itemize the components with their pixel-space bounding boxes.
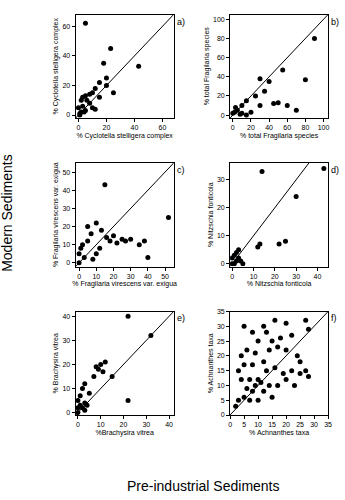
- svg-text:10: 10: [217, 382, 225, 389]
- svg-text:10: 10: [254, 421, 262, 428]
- svg-text:40: 40: [62, 313, 70, 320]
- svg-text:% Achnanthes taxa: % Achnanthes taxa: [249, 429, 309, 436]
- svg-text:% Cyclotella stelligera comple: % Cyclotella stelligera complex: [76, 132, 173, 140]
- svg-text:100: 100: [213, 16, 225, 23]
- svg-text:40: 40: [144, 273, 152, 280]
- svg-text:% Nitzschia fonticola: % Nitzschia fonticola: [207, 182, 214, 247]
- svg-text:d): d): [331, 165, 339, 175]
- svg-text:15: 15: [268, 421, 276, 428]
- svg-text:20: 20: [103, 124, 111, 131]
- svg-text:60: 60: [217, 54, 225, 61]
- svg-text:50: 50: [62, 169, 70, 176]
- svg-text:0: 0: [77, 273, 81, 280]
- svg-text:0: 0: [66, 111, 70, 118]
- svg-text:25: 25: [296, 421, 304, 428]
- svg-text:35: 35: [324, 421, 332, 428]
- svg-text:% Nitzschia fonticola: % Nitzschia fonticola: [247, 280, 312, 287]
- svg-text:20: 20: [217, 92, 225, 99]
- svg-text:35: 35: [217, 308, 225, 315]
- svg-text:40: 40: [165, 421, 173, 428]
- svg-text:0: 0: [230, 273, 234, 280]
- svg-text:20: 20: [217, 352, 225, 359]
- svg-text:% Cyclotella stelligera comple: % Cyclotella stelligera complex: [52, 18, 60, 115]
- svg-text:10: 10: [97, 421, 105, 428]
- svg-text:40: 40: [131, 124, 139, 131]
- svg-text:50: 50: [161, 273, 169, 280]
- svg-text:10: 10: [62, 385, 70, 392]
- svg-text:40: 40: [217, 73, 225, 80]
- svg-text:20: 20: [62, 361, 70, 368]
- svg-text:30: 30: [292, 273, 300, 280]
- svg-text:30: 30: [217, 323, 225, 330]
- svg-text:0: 0: [221, 411, 225, 418]
- svg-text:20: 20: [110, 273, 118, 280]
- svg-text:0: 0: [66, 259, 70, 266]
- svg-text:0: 0: [231, 124, 235, 131]
- svg-text:25: 25: [217, 338, 225, 345]
- svg-text:20: 20: [120, 421, 128, 428]
- svg-text:30: 30: [127, 273, 135, 280]
- svg-text:30: 30: [62, 205, 70, 212]
- svg-text:% Fragilaria virescens var. ex: % Fragilaria virescens var. exigua: [52, 162, 60, 267]
- svg-text:60: 60: [159, 124, 167, 131]
- svg-text:30: 30: [142, 421, 150, 428]
- svg-text:40: 40: [314, 273, 322, 280]
- svg-text:0: 0: [66, 409, 70, 416]
- svg-text:% Brachysira vitrea: % Brachysira vitrea: [52, 333, 60, 393]
- svg-text:20: 20: [62, 223, 70, 230]
- svg-text:30: 30: [62, 337, 70, 344]
- svg-text:10: 10: [62, 241, 70, 248]
- svg-text:b): b): [331, 17, 339, 27]
- svg-text:20: 20: [271, 273, 279, 280]
- svg-text:20: 20: [282, 421, 290, 428]
- svg-text:% total Fragilaria species: % total Fragilaria species: [240, 132, 319, 140]
- svg-text:60: 60: [62, 23, 70, 30]
- svg-text:0: 0: [228, 421, 232, 428]
- svg-text:e): e): [177, 313, 185, 323]
- svg-text:0: 0: [76, 124, 80, 131]
- svg-text:10: 10: [250, 273, 258, 280]
- svg-text:15: 15: [217, 367, 225, 374]
- svg-text:Modern Sediments: Modern Sediments: [0, 154, 15, 272]
- svg-text:80: 80: [217, 35, 225, 42]
- svg-text:40: 40: [62, 52, 70, 59]
- svg-text:5: 5: [242, 421, 246, 428]
- svg-text:% Achnanthes taxa: % Achnanthes taxa: [207, 333, 214, 393]
- svg-text:% total Fragilaria species: % total Fragilaria species: [203, 27, 211, 106]
- svg-text:80: 80: [302, 124, 310, 131]
- svg-text:a): a): [177, 17, 185, 27]
- svg-text:60: 60: [283, 124, 291, 131]
- svg-text:c): c): [177, 165, 185, 175]
- svg-text:20: 20: [62, 82, 70, 89]
- svg-text:20: 20: [247, 124, 255, 131]
- svg-text:Pre-industrial Sediments: Pre-industrial Sediments: [127, 478, 280, 494]
- svg-text:40: 40: [62, 187, 70, 194]
- svg-text:30: 30: [217, 176, 225, 183]
- svg-text:10: 10: [92, 273, 100, 280]
- svg-text:f): f): [331, 313, 337, 323]
- svg-text:% Fragilaria virescens var. ex: % Fragilaria virescens var. exigua: [72, 280, 177, 288]
- svg-text:40: 40: [265, 124, 273, 131]
- svg-text:20: 20: [217, 204, 225, 211]
- svg-text:10: 10: [217, 232, 225, 239]
- svg-text:0: 0: [221, 260, 225, 267]
- svg-text:0: 0: [76, 421, 80, 428]
- svg-text:%Brachysira vitrea: %Brachysira vitrea: [95, 429, 153, 437]
- svg-text:5: 5: [221, 397, 225, 404]
- svg-text:0: 0: [221, 112, 225, 119]
- svg-text:30: 30: [310, 421, 318, 428]
- svg-text:100: 100: [318, 124, 330, 131]
